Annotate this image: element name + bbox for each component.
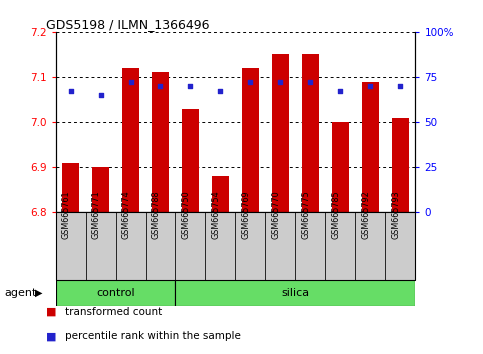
Text: GSM665792: GSM665792: [361, 191, 370, 239]
Point: [397, 83, 404, 89]
Bar: [145, 212, 175, 280]
Point: [67, 88, 74, 94]
Text: GSM665761: GSM665761: [61, 191, 71, 239]
Point: [247, 80, 255, 85]
Bar: [266, 212, 296, 280]
Text: GSM665774: GSM665774: [122, 191, 130, 239]
Bar: [385, 212, 415, 280]
Text: GSM665793: GSM665793: [391, 191, 400, 239]
Text: GSM665771: GSM665771: [91, 191, 100, 239]
Text: GSM665750: GSM665750: [182, 191, 190, 239]
Bar: [115, 212, 145, 280]
Bar: [296, 212, 326, 280]
Point: [367, 83, 374, 89]
Text: ■: ■: [46, 307, 57, 316]
Bar: [182, 109, 199, 212]
Bar: [302, 55, 319, 212]
Text: GSM665754: GSM665754: [212, 191, 220, 239]
Bar: [242, 68, 259, 212]
Point: [216, 88, 224, 94]
Text: ▶: ▶: [35, 288, 43, 298]
Bar: [152, 73, 169, 212]
Bar: [212, 176, 229, 212]
Text: agent: agent: [5, 288, 37, 298]
Bar: [362, 81, 379, 212]
Bar: [62, 163, 79, 212]
Text: GSM665769: GSM665769: [242, 191, 251, 239]
Text: ■: ■: [46, 331, 57, 341]
Bar: [175, 212, 205, 280]
Bar: [355, 212, 385, 280]
Bar: [122, 68, 139, 212]
Point: [186, 83, 194, 89]
Bar: [272, 55, 289, 212]
Bar: [85, 212, 115, 280]
Text: GSM665785: GSM665785: [331, 191, 341, 239]
Bar: [92, 167, 109, 212]
Text: transformed count: transformed count: [65, 307, 162, 316]
Text: control: control: [96, 288, 135, 298]
Point: [156, 83, 164, 89]
Text: GDS5198 / ILMN_1366496: GDS5198 / ILMN_1366496: [46, 18, 210, 31]
Bar: [392, 118, 409, 212]
Bar: [205, 212, 236, 280]
Text: GSM665775: GSM665775: [301, 191, 311, 239]
Bar: [56, 280, 175, 306]
Bar: [332, 122, 349, 212]
Text: GSM665788: GSM665788: [152, 191, 160, 239]
Bar: [236, 212, 266, 280]
Point: [277, 80, 284, 85]
Text: GSM665770: GSM665770: [271, 191, 281, 239]
Bar: [175, 280, 415, 306]
Point: [307, 80, 314, 85]
Bar: [56, 212, 85, 280]
Text: silica: silica: [282, 288, 310, 298]
Bar: [326, 212, 355, 280]
Point: [337, 88, 344, 94]
Point: [127, 80, 134, 85]
Text: percentile rank within the sample: percentile rank within the sample: [65, 331, 241, 341]
Point: [97, 92, 104, 98]
